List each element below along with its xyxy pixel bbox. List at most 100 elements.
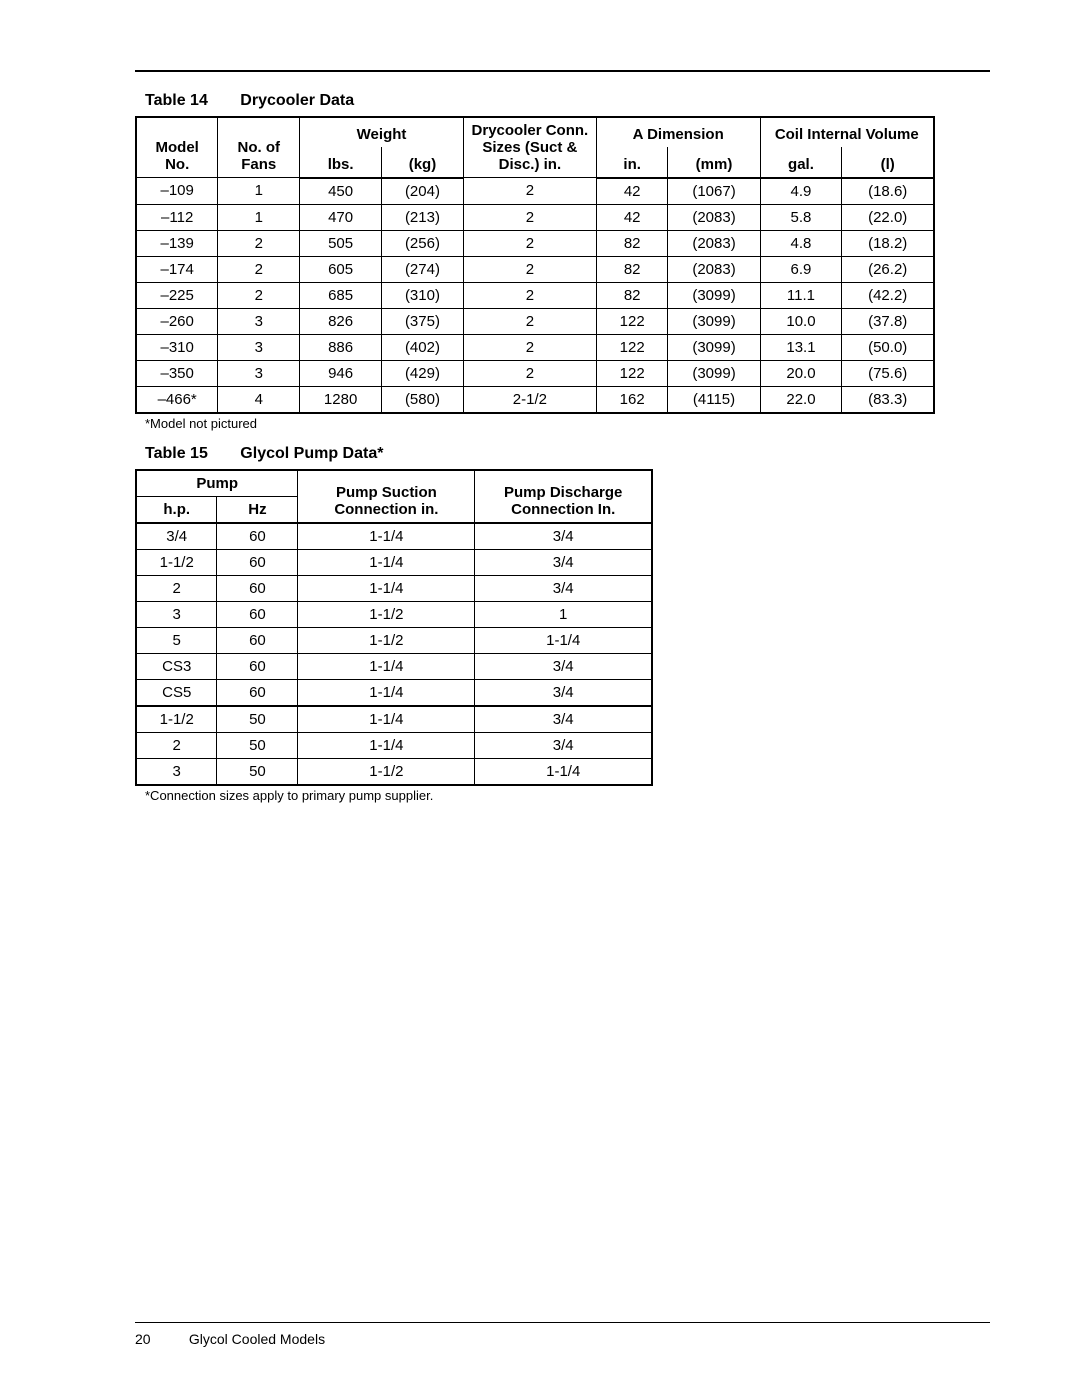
cell-disc: 1-1/4 (475, 627, 652, 653)
cell-fans: 2 (218, 282, 300, 308)
cell-gal: 4.9 (760, 178, 842, 205)
th-conn: Drycooler Conn. Sizes (Suct & Disc.) in. (463, 117, 596, 178)
table-row: –1091450(204)242(1067)4.9(18.6) (136, 178, 934, 205)
cell-disc: 3/4 (475, 523, 652, 550)
cell-l: (26.2) (842, 256, 934, 282)
table-row: CS3601-1/43/4 (136, 653, 652, 679)
cell-hp: 5 (136, 627, 217, 653)
cell-hz: 60 (217, 523, 298, 550)
table-row: 1-1/2501-1/43/4 (136, 706, 652, 733)
table-row: CS5601-1/43/4 (136, 679, 652, 706)
cell-mm: (4115) (668, 386, 760, 413)
cell-mm: (3099) (668, 308, 760, 334)
cell-kg: (274) (382, 256, 464, 282)
cell-lbs: 1280 (300, 386, 382, 413)
cell-suct: 1-1/2 (298, 627, 475, 653)
cell-kg: (310) (382, 282, 464, 308)
cell-disc: 3/4 (475, 653, 652, 679)
table15-caption-num: Table 15 (145, 445, 208, 462)
cell-disc: 3/4 (475, 549, 652, 575)
cell-hp: 2 (136, 575, 217, 601)
cell-in: 82 (596, 230, 668, 256)
cell-gal: 4.8 (760, 230, 842, 256)
cell-model: –260 (136, 308, 218, 334)
drycooler-table: Model No. No. of Fans Weight Drycooler C… (135, 116, 935, 414)
cell-in: 122 (596, 334, 668, 360)
th-suction: Pump Suction Connection in. (298, 470, 475, 523)
cell-model: –112 (136, 204, 218, 230)
cell-mm: (2083) (668, 230, 760, 256)
cell-hp: CS5 (136, 679, 217, 706)
table-row: 3501-1/21-1/4 (136, 758, 652, 785)
cell-mm: (2083) (668, 256, 760, 282)
cell-in: 122 (596, 308, 668, 334)
cell-l: (18.6) (842, 178, 934, 205)
cell-gal: 10.0 (760, 308, 842, 334)
cell-kg: (256) (382, 230, 464, 256)
cell-fans: 3 (218, 334, 300, 360)
glycol-pump-table: Pump Pump Suction Connection in. Pump Di… (135, 469, 653, 786)
cell-lbs: 605 (300, 256, 382, 282)
cell-lbs: 826 (300, 308, 382, 334)
cell-conn: 2 (463, 178, 596, 205)
cell-model: –174 (136, 256, 218, 282)
table-row: –1121470(213)242(2083)5.8(22.0) (136, 204, 934, 230)
table15-caption-title: Glycol Pump Data* (240, 445, 383, 462)
cell-mm: (2083) (668, 204, 760, 230)
cell-l: (75.6) (842, 360, 934, 386)
cell-hp: 3 (136, 601, 217, 627)
cell-conn: 2 (463, 256, 596, 282)
cell-gal: 6.9 (760, 256, 842, 282)
cell-in: 82 (596, 282, 668, 308)
table-row: 5601-1/21-1/4 (136, 627, 652, 653)
cell-suct: 1-1/4 (298, 575, 475, 601)
cell-lbs: 470 (300, 204, 382, 230)
cell-suct: 1-1/4 (298, 732, 475, 758)
cell-l: (42.2) (842, 282, 934, 308)
cell-kg: (204) (382, 178, 464, 205)
cell-hp: 1-1/2 (136, 706, 217, 733)
th-mm: (mm) (668, 147, 760, 177)
cell-mm: (1067) (668, 178, 760, 205)
cell-in: 162 (596, 386, 668, 413)
cell-fans: 1 (218, 178, 300, 205)
table-row: –2252685(310)282(3099)11.1(42.2) (136, 282, 934, 308)
cell-suct: 1-1/4 (298, 549, 475, 575)
cell-lbs: 450 (300, 178, 382, 205)
cell-gal: 13.1 (760, 334, 842, 360)
cell-hz: 60 (217, 575, 298, 601)
cell-fans: 3 (218, 308, 300, 334)
cell-hz: 60 (217, 653, 298, 679)
cell-hz: 50 (217, 706, 298, 733)
table-row: 3/4601-1/43/4 (136, 523, 652, 550)
cell-conn: 2 (463, 204, 596, 230)
table-row: 2501-1/43/4 (136, 732, 652, 758)
cell-conn: 2 (463, 308, 596, 334)
cell-conn: 2 (463, 360, 596, 386)
cell-mm: (3099) (668, 360, 760, 386)
th-gal: gal. (760, 147, 842, 177)
page-content: Table 14 Drycooler Data Model No. No. of… (0, 0, 1080, 803)
table-row: –3503946(429)2122(3099)20.0(75.6) (136, 360, 934, 386)
cell-gal: 11.1 (760, 282, 842, 308)
th-l: (l) (842, 147, 934, 177)
cell-conn: 2 (463, 230, 596, 256)
cell-disc: 3/4 (475, 679, 652, 706)
cell-in: 82 (596, 256, 668, 282)
table14-caption: Table 14 Drycooler Data (135, 92, 990, 110)
th-in: in. (596, 147, 668, 177)
cell-kg: (213) (382, 204, 464, 230)
page-number: 20 (135, 1331, 185, 1347)
table-row: –1392505(256)282(2083)4.8(18.2) (136, 230, 934, 256)
table-row: 2601-1/43/4 (136, 575, 652, 601)
cell-model: –350 (136, 360, 218, 386)
th-coil: Coil Internal Volume (760, 117, 934, 147)
table-row: 3601-1/21 (136, 601, 652, 627)
cell-l: (83.3) (842, 386, 934, 413)
top-rule (135, 70, 990, 72)
cell-lbs: 886 (300, 334, 382, 360)
th-discharge: Pump Discharge Connection In. (475, 470, 652, 523)
cell-model: –466* (136, 386, 218, 413)
cell-disc: 3/4 (475, 706, 652, 733)
cell-l: (50.0) (842, 334, 934, 360)
